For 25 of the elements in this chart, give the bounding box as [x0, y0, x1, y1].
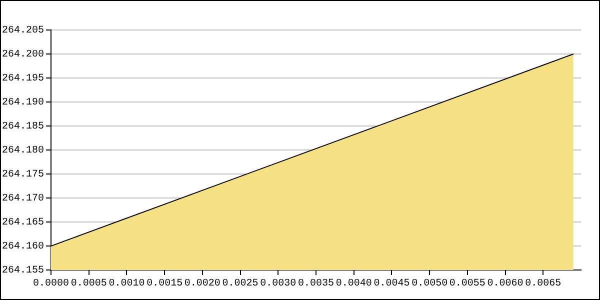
x-tick-label: 0.0030	[260, 278, 296, 290]
x-tick-label: 0.0015	[146, 278, 183, 290]
y-tick-label: 264.200	[2, 50, 44, 61]
x-tick-label: 0.0005	[70, 278, 107, 290]
y-tick-label: 264.160	[2, 242, 44, 253]
x-tick-label: 0.0065	[525, 278, 562, 290]
y-tick-label: 264.175	[2, 170, 44, 181]
y-tick-label: 264.205	[2, 26, 44, 37]
y-tick-label: 264.195	[2, 74, 44, 85]
x-tick-label: 0.0000	[32, 278, 70, 290]
x-tick-label: 0.0025	[222, 278, 258, 290]
x-tick-label: 0.0045	[374, 278, 410, 290]
x-tick-label: 0.0035	[298, 278, 334, 290]
x-tick-label: 0.0055	[449, 278, 486, 290]
y-tick-label: 264.155	[2, 266, 44, 277]
y-tick-label: 264.185	[2, 122, 44, 133]
x-tick-label: 0.0040	[336, 278, 372, 290]
y-tick-label: 264.190	[2, 98, 44, 109]
y-tick-label: 264.165	[2, 218, 44, 229]
x-tick-label: 0.0010	[108, 278, 145, 290]
y-tick-label: 264.170	[2, 194, 44, 205]
x-tick-label: 0.0020	[184, 278, 220, 290]
x-tick-label: 0.0060	[487, 278, 524, 290]
y-tick-label: 264.180	[2, 146, 44, 157]
x-tick-label: 0.0050	[412, 278, 448, 290]
